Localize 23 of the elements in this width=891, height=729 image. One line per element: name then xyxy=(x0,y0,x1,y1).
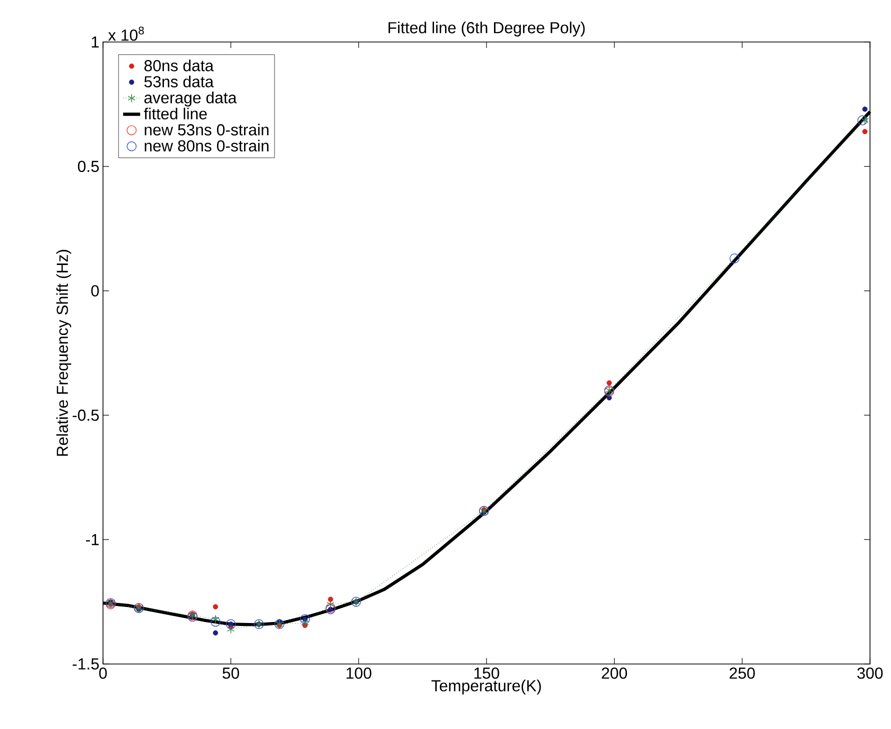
legend-label: 80ns data xyxy=(144,60,214,72)
y-tick-label: -1.5 xyxy=(72,658,99,670)
x-axis-title: Temperature(K) xyxy=(432,680,541,695)
x-tick-label: 250 xyxy=(730,668,755,679)
legend-label: average data xyxy=(144,92,237,107)
x-tick-label: 200 xyxy=(602,668,628,679)
x-tick-label: 50 xyxy=(222,668,240,679)
x-tick-label: 150 xyxy=(474,668,500,679)
y-tick-label: 0 xyxy=(91,285,99,296)
x-tick-label: 300 xyxy=(857,668,883,679)
y-tick-label: 0.5 xyxy=(78,160,99,172)
legend-label: 53ns data xyxy=(144,76,214,88)
text: x 10$^{8}$ xyxy=(108,26,144,41)
legend-label: new 80ns 0-strain xyxy=(144,140,268,152)
y-tick-label: -0.5 xyxy=(72,410,99,421)
legend-label: new 53ns 0-strain xyxy=(144,124,268,136)
y-tick-label: -1 xyxy=(86,534,99,546)
x-tick-label: 100 xyxy=(346,668,372,679)
x-tick-label: 0 xyxy=(99,668,107,679)
y-axis-title: Relative Frequency Shift (Hz) xyxy=(56,250,72,456)
legend-label: fitted line xyxy=(144,108,207,120)
y-tick-label: 1 xyxy=(92,36,99,48)
chart-title: Fitted line (6th Degree Poly) xyxy=(388,22,585,36)
